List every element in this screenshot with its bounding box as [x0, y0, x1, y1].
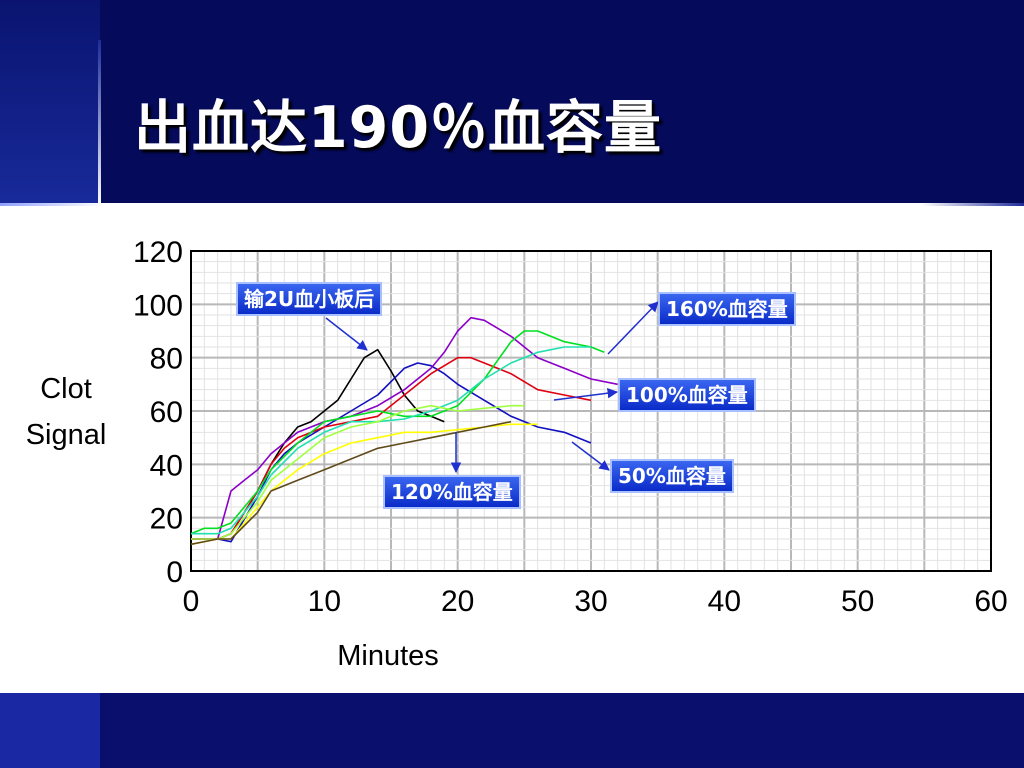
platelet-arrow	[325, 317, 368, 351]
y-axis-label-line-2: Signal	[26, 419, 107, 451]
y-tick-label: 40	[150, 449, 183, 482]
series-line-8	[190, 423, 538, 546]
x-tick-label: 50	[841, 585, 874, 618]
y-tick-label: 20	[150, 503, 183, 536]
callout-50-percent: 50%血容量	[610, 459, 734, 493]
y-axis-label-line-1: Clot	[40, 373, 92, 405]
series-line-7	[191, 404, 525, 540]
x-tick-label: 60	[974, 585, 1007, 618]
slide-title: 出血达190％血容量	[134, 95, 662, 161]
callout-platelet: 输2U血小板后	[236, 282, 383, 316]
series-line-3	[191, 316, 618, 540]
bottom-band	[0, 693, 1024, 768]
y-tick-label: 80	[150, 343, 183, 376]
x-axis-label: Minutes	[337, 640, 439, 672]
callout-120-percent: 120%血容量	[383, 475, 521, 509]
callout-100-percent: 100%血容量	[618, 378, 756, 412]
pct160-arrow	[607, 301, 659, 355]
y-tick-label: 100	[133, 289, 183, 322]
title-band-accent	[0, 0, 100, 206]
series-line-9	[190, 420, 512, 546]
plot-area-frame	[190, 250, 992, 572]
x-tick-label: 40	[708, 585, 741, 618]
series-line-5	[190, 330, 605, 535]
title-band	[0, 0, 1024, 206]
bottom-band-accent	[0, 693, 100, 768]
pct100-arrow	[553, 387, 619, 401]
accent-horizontal-line	[0, 203, 1024, 206]
x-tick-label: 30	[574, 585, 607, 618]
x-tick-label: 0	[183, 585, 200, 618]
y-tick-label: 0	[166, 556, 183, 589]
callout-arrows	[325, 301, 659, 474]
accent-vertical-line	[98, 40, 101, 206]
y-tick-label: 120	[133, 236, 183, 269]
x-tick-label: 10	[308, 585, 341, 618]
series-layer	[190, 316, 618, 546]
y-tick-label: 60	[150, 396, 183, 429]
callout-160-percent: 160%血容量	[658, 292, 796, 326]
tick-labels: 0 10 20 30 40 50 60 0 20 40 60 80 100 120	[133, 236, 1008, 618]
x-tick-label: 20	[441, 585, 474, 618]
pct50-arrow	[571, 441, 610, 471]
